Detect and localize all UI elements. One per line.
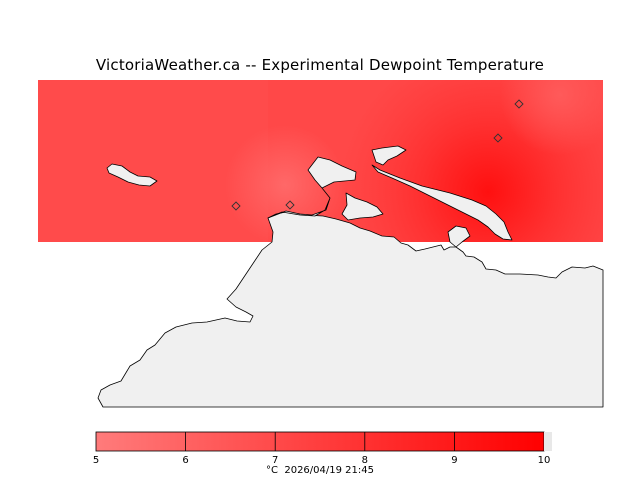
legend-tick-marks	[185, 432, 455, 451]
legend-tick-label: 5	[92, 455, 100, 466]
station-diamond-icon[interactable]	[285, 200, 295, 210]
west-island	[106, 163, 158, 187]
land-areas	[97, 145, 604, 408]
oak-bay-point	[341, 192, 384, 221]
legend-tick-label: 10	[537, 455, 551, 466]
legend-colorbar	[95, 431, 552, 452]
dewpoint-field	[38, 80, 603, 242]
east-headland	[447, 225, 471, 248]
long-spit	[371, 164, 513, 241]
legend-caption: °C 2026/04/19 21:45	[0, 465, 640, 476]
station-diamond-icon[interactable]	[493, 133, 503, 143]
legend-timestamp: 2026/04/19 21:45	[284, 465, 374, 476]
legend-tick-label: 9	[451, 455, 458, 466]
legend-tick-label: 6	[182, 455, 189, 466]
saanich-peninsula	[267, 156, 357, 219]
station-markers	[231, 99, 524, 211]
station-diamond-icon[interactable]	[514, 99, 524, 109]
legend-unit: °C	[266, 465, 278, 476]
station-diamond-icon[interactable]	[231, 201, 241, 211]
legend-tick-label: 8	[361, 455, 368, 466]
legend-tick-label: 7	[272, 455, 279, 466]
map-title: VictoriaWeather.ca -- Experimental Dewpo…	[95, 56, 545, 74]
north-islet	[371, 145, 407, 166]
